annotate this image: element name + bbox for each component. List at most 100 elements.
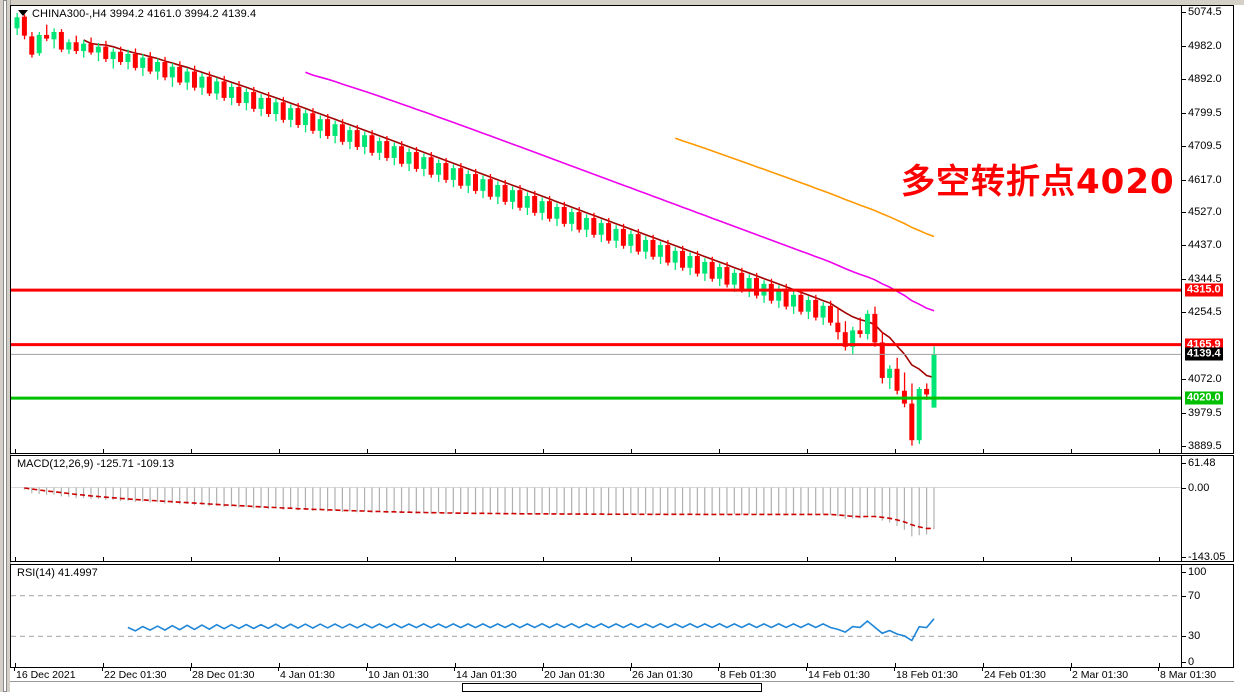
macd-axis-tick	[1182, 463, 1186, 464]
grid-tick	[191, 449, 192, 453]
price-axis-label: 4254.5	[1188, 306, 1222, 319]
horizontal-scrollbar-thumb[interactable]	[462, 683, 762, 692]
grid-tick	[367, 557, 368, 561]
grid-tick	[895, 663, 896, 667]
time-axis-tick	[542, 668, 543, 671]
price-axis-tick	[1182, 212, 1186, 214]
vertical-scrollbar[interactable]	[3, 0, 7, 692]
grid-tick	[279, 557, 280, 561]
time-axis-label: 18 Feb 01:30	[896, 669, 958, 681]
rsi-title: RSI(14) 41.4997	[17, 567, 98, 579]
price-axis[interactable]: 5074.5 4982.0 4892.0 4799.5 4709.5 4617.0 4527…	[1181, 6, 1233, 453]
price-axis-label: 5074.5	[1188, 6, 1222, 19]
rsi-axis[interactable]: 100 70 30 0	[1181, 565, 1233, 667]
macd-axis-tick	[1182, 487, 1186, 489]
time-axis-tick	[894, 668, 895, 671]
grid-tick	[807, 663, 808, 667]
time-axis-tick	[14, 668, 15, 671]
rsi-axis-label: 70	[1188, 589, 1201, 602]
grid-tick	[543, 663, 544, 667]
grid-tick	[807, 557, 808, 561]
price-axis-label: 4892.0	[1188, 72, 1222, 85]
time-axis-tick	[630, 668, 631, 671]
grid-tick	[543, 449, 544, 453]
price-axis-tick	[1182, 445, 1186, 447]
time-axis-tick	[1158, 668, 1159, 671]
grid-tick	[1159, 449, 1160, 453]
time-axis-label: 4 Jan 01:30	[280, 669, 335, 681]
price-axis-tick	[1182, 379, 1186, 381]
grid-tick	[367, 449, 368, 453]
price-axis-tick	[1182, 112, 1186, 114]
time-axis-label: 8 Mar 01:30	[1160, 669, 1217, 681]
macd-title: MACD(12,26,9) -125.71 -109.13	[17, 458, 175, 470]
price-axis-tick	[1182, 312, 1186, 314]
time-axis-label: 2 Mar 01:30	[1072, 669, 1129, 681]
grid-tick	[1159, 557, 1160, 561]
time-axis: 16 Dec 2021 22 Dec 01:30 28 Dec 01:30 4 Jan…	[10, 668, 1234, 683]
macd-axis-tick	[1182, 557, 1186, 558]
grid-tick	[455, 663, 456, 667]
grid-tick	[983, 557, 984, 561]
price-axis-tick	[1182, 279, 1186, 281]
macd-axis[interactable]: 61.48 0.00 -143.05	[1181, 456, 1233, 561]
grid-tick	[1071, 663, 1072, 667]
price-axis-tick	[1182, 179, 1186, 181]
chart-title: CHINA300-,H4 3994.2 4161.0 3994.2 4139.4	[18, 8, 256, 20]
rsi-panel[interactable]: RSI(14) 41.4997 100 70 30 0	[10, 564, 1234, 668]
time-axis-label: 10 Jan 01:30	[368, 669, 429, 681]
price-axis-tick	[1182, 412, 1186, 414]
price-plot-area[interactable]	[11, 6, 1182, 453]
time-axis-label: 26 Jan 01:30	[632, 669, 693, 681]
price-axis-label: 4437.0	[1188, 239, 1222, 252]
support-tag[interactable]: 4020.0	[1185, 391, 1223, 405]
grid-tick	[103, 557, 104, 561]
time-axis-label: 28 Dec 01:30	[192, 669, 255, 681]
grid-tick	[279, 663, 280, 667]
price-chart-panel[interactable]: CHINA300-,H4 3994.2 4161.0 3994.2 4139.4…	[10, 5, 1234, 454]
grid-tick	[279, 449, 280, 453]
macd-plot-area[interactable]	[11, 456, 1182, 561]
grid-tick	[719, 557, 720, 561]
window-top-frame	[10, 0, 1244, 5]
time-axis-tick	[982, 668, 983, 671]
grid-tick	[103, 449, 104, 453]
macd-axis-label: 61.48	[1188, 457, 1216, 469]
rsi-axis-label: 100	[1188, 566, 1207, 578]
time-axis-label: 20 Jan 01:30	[544, 669, 605, 681]
price-axis-label: 4982.0	[1188, 39, 1222, 52]
grid-tick	[807, 449, 808, 453]
chart-title-text: CHINA300-,H4 3994.2 4161.0 3994.2 4139.4	[32, 8, 257, 20]
time-axis-label: 16 Dec 2021	[16, 669, 76, 681]
grid-tick	[1071, 557, 1072, 561]
time-axis-tick	[190, 668, 191, 671]
last-price-tag[interactable]: 4139.4	[1185, 347, 1223, 361]
grid-tick	[895, 557, 896, 561]
grid-tick	[455, 557, 456, 561]
time-axis-label: 14 Jan 01:30	[456, 669, 517, 681]
grid-tick	[191, 557, 192, 561]
rsi-axis-tick	[1182, 662, 1186, 663]
time-axis-tick	[718, 668, 719, 671]
price-axis-label: 3979.5	[1188, 406, 1222, 419]
time-axis-tick	[366, 668, 367, 671]
grid-tick	[719, 449, 720, 453]
price-axis-label: 3889.5	[1188, 439, 1222, 452]
time-axis-tick	[102, 668, 103, 671]
triangle-down-icon[interactable]	[18, 10, 28, 17]
rsi-axis-tick	[1182, 595, 1186, 597]
resistance-tag[interactable]: 4315.0	[1185, 283, 1223, 297]
price-axis-label: 4709.5	[1188, 139, 1222, 152]
rsi-plot-area[interactable]	[11, 565, 1182, 667]
grid-tick	[719, 663, 720, 667]
grid-tick	[631, 449, 632, 453]
horizontal-scrollbar[interactable]	[10, 681, 1234, 692]
price-axis-tick	[1182, 45, 1186, 47]
rsi-axis-label: 30	[1188, 630, 1201, 643]
price-axis-label: 4617.0	[1188, 173, 1222, 186]
macd-axis-label: 0.00	[1188, 481, 1210, 494]
macd-panel[interactable]: MACD(12,26,9) -125.71 -109.13 61.48 0.00 -…	[10, 455, 1234, 562]
price-axis-tick	[1182, 245, 1186, 247]
grid-tick	[543, 557, 544, 561]
